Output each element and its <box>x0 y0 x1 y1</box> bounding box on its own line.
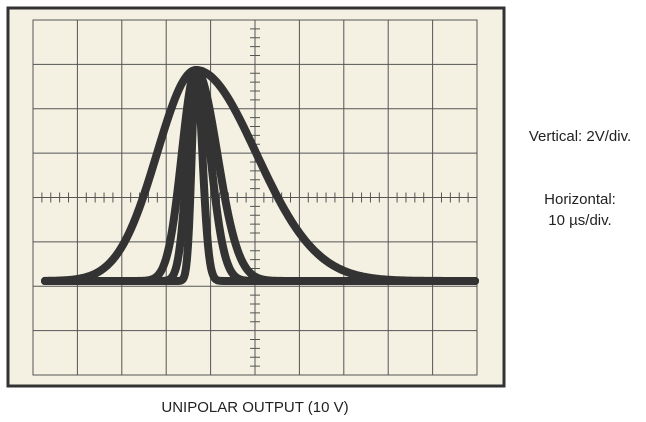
traces <box>41 66 479 285</box>
graticule <box>32 19 478 376</box>
horizontal-scale-label: Horizontal: <box>544 191 616 208</box>
trace <box>41 66 479 285</box>
caption: UNIPOLAR OUTPUT (10 V) <box>161 399 348 416</box>
vertical-scale: Vertical: 2V/div. <box>529 128 631 145</box>
horizontal-scale: 10 µs/div. <box>548 212 611 229</box>
